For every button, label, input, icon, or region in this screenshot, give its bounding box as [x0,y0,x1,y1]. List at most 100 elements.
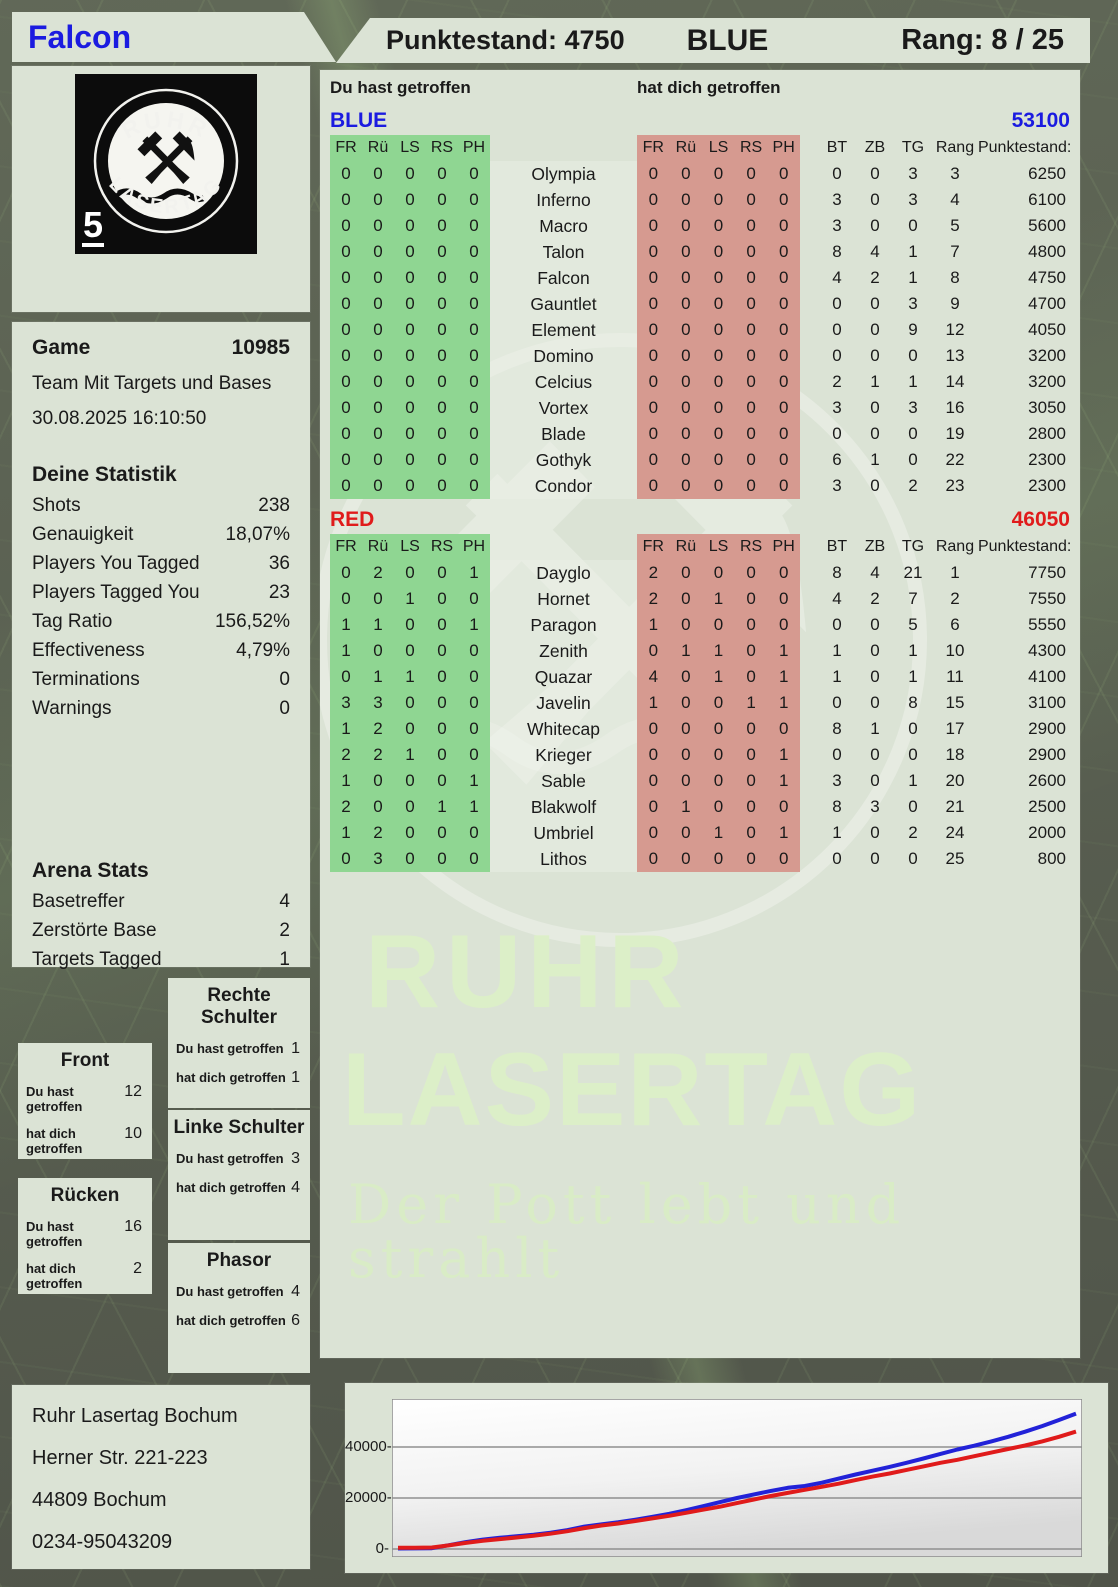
spacer [800,317,818,343]
zb-cell: 0 [870,294,880,313]
dich-hit-cell: 0 [669,742,703,768]
col-header: RS [734,135,768,161]
stat-label: Players Tagged You [32,582,200,603]
col-header: PH [767,135,800,161]
dich-hit-cell: 0 [669,421,703,447]
zone-row: hat dich getroffen 2 [18,1260,152,1291]
du-hit-cell: 0 [362,317,394,343]
du-hit-cell: 0 [362,213,394,239]
dich-hit-cell: 0 [767,612,800,638]
du-hit-cell: 3 [362,690,394,716]
zb-cell: 1 [870,372,880,391]
dich-hit-cell: 1 [767,768,800,794]
stat-row: Players You Tagged 36 [32,554,290,574]
du-hit-cell: 0 [394,846,426,872]
punktestand-cell: 5550 [1028,615,1066,634]
spacer [800,187,818,213]
arena-stats-list: Basetreffer 4 Zerstörte Base 2 Targets Tagge… [32,892,290,970]
spacer [800,343,818,369]
stat-row: Targets Tagged 1 [32,950,290,970]
dich-hit-cell: 0 [669,447,703,473]
rang-cell: 4 [950,190,960,209]
rang-cell: 1 [950,563,960,582]
zb-cell: 0 [870,346,880,365]
player-name-cell: Lithos [490,846,637,872]
table-row: 2 0 0 1 1 Blakwolf 0 1 0 0 0 8 3 0 21 2500 [330,794,1070,820]
dich-hit-cell: 0 [734,213,768,239]
du-hit-cell: 1 [458,612,490,638]
dich-hit-cell: 1 [702,820,735,846]
rang-cell: 5 [950,216,960,235]
dich-hit-cell: 0 [767,560,800,586]
du-hit-cell: 0 [426,846,458,872]
col-header-punktestand: Punktestand: [977,538,1072,555]
du-hit-cell: 1 [394,742,426,768]
zone-row: Du hast getroffen 12 [18,1083,152,1114]
dich-hit-cell: 0 [702,291,735,317]
spacer [800,265,818,291]
du-hit-cell: 0 [394,317,426,343]
table-row: 0 0 0 0 0 Blade 0 0 0 0 0 0 0 0 19 2800 [330,421,1070,447]
dich-hit-cell: 0 [669,317,703,343]
stat-row: Warnings 0 [32,699,290,719]
bt-cell: 0 [832,745,842,764]
dich-hit-cell: 2 [637,586,670,612]
dich-hit-cell: 0 [767,447,800,473]
col-header: FR [330,135,362,161]
col-header: Rü [362,534,394,560]
dich-hit-cell: 0 [767,846,800,872]
stat-row: Tag Ratio 156,52% [32,612,290,632]
punktestand-cell: 4800 [1028,242,1066,261]
bt-cell: 3 [832,190,842,209]
logo-badge-number: 5 [83,204,103,245]
du-hit-cell: 0 [458,317,490,343]
spacer [800,369,818,395]
spacer [800,421,818,447]
du-hit-cell: 1 [330,638,362,664]
dich-hit-cell: 0 [702,690,735,716]
table-row: 1 2 0 0 0 Umbriel 0 0 1 0 1 1 0 2 24 2000 [330,820,1070,846]
du-hit-cell: 0 [362,343,394,369]
zone-dich-label: hat dich getroffen [26,1126,83,1156]
col-header: LS [394,534,426,560]
game-datetime: 30.08.2025 16:10:50 [32,408,207,429]
dich-hit-cell: 0 [702,317,735,343]
du-hit-cell: 0 [426,161,458,187]
du-hit-cell: 0 [330,586,362,612]
table-row: 0 2 0 0 1 Dayglo 2 0 0 0 0 8 4 21 1 7750 [330,560,1070,586]
dich-hit-cell: 0 [734,343,768,369]
spacer [800,135,818,161]
zone-row: Du hast getroffen 16 [18,1218,152,1249]
stat-value: 0 [279,698,290,719]
stat-value: 2 [279,920,290,941]
zb-cell: 0 [870,849,880,868]
du-hit-cell: 0 [330,187,362,213]
dich-hit-cell: 0 [702,716,735,742]
table-row: 1 1 0 0 1 Paragon 1 0 0 0 0 0 0 5 6 5550 [330,612,1070,638]
zb-cell: 0 [870,615,880,634]
dich-hit-cell: 0 [637,638,670,664]
punktestand-cell: 2000 [1028,823,1066,842]
dich-hit-cell: 0 [734,187,768,213]
stat-row: Basetreffer 4 [32,892,290,912]
tg-cell: 7 [908,589,918,608]
bt-cell: 1 [832,641,842,660]
table-row: 0 0 0 0 0 Macro 0 0 0 0 0 3 0 0 5 5600 [330,213,1070,239]
dich-hit-cell: 0 [637,447,670,473]
dich-hit-cell: 1 [734,690,768,716]
bt-cell: 0 [832,164,842,183]
dich-hit-cell: 0 [767,369,800,395]
du-hit-cell: 0 [426,447,458,473]
dich-hit-cell: 0 [669,560,703,586]
tg-cell: 0 [908,745,918,764]
zone-title: Front [60,1050,110,1071]
tg-cell: 2 [908,823,918,842]
dich-hit-cell: 0 [734,447,768,473]
zone-dich-value: 4 [291,1179,300,1196]
bt-cell: 1 [832,667,842,686]
score-progression-chart: 40000- 20000- 0- [345,1383,1108,1573]
bt-cell: 8 [832,242,842,261]
rang-cell: 22 [945,450,965,469]
du-hit-cell: 0 [426,586,458,612]
